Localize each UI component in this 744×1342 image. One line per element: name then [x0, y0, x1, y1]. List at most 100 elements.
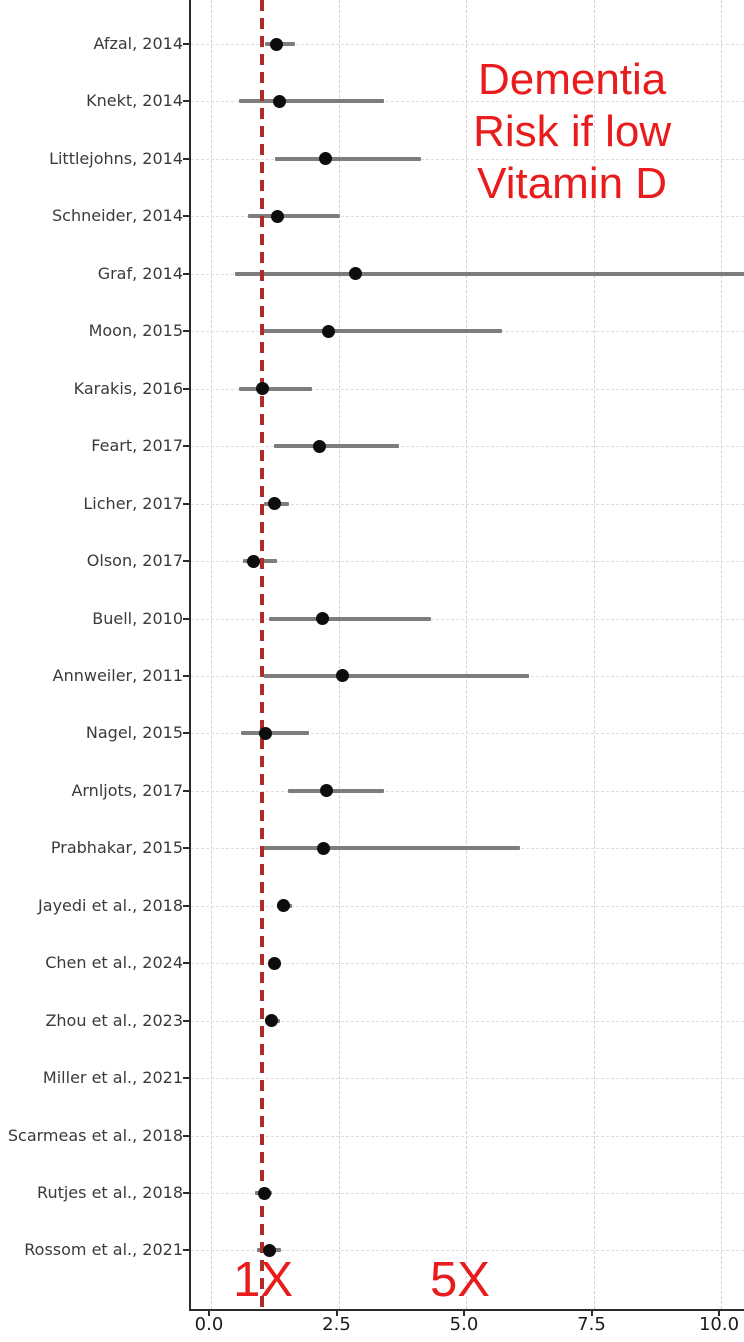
row-gridline — [191, 1078, 744, 1080]
x-gridline — [721, 0, 722, 1309]
y-tick-mark — [183, 732, 190, 735]
study-label: Rossom et al., 2021 — [24, 1240, 183, 1260]
y-tick-mark — [183, 789, 190, 792]
data-point — [316, 841, 330, 855]
row-gridline — [191, 158, 744, 160]
data-point — [315, 612, 329, 625]
data-point — [320, 784, 334, 798]
study-label: Zhou et al., 2023 — [45, 1010, 183, 1030]
study-label: Feart, 2017 — [91, 436, 183, 456]
axis-multiplier-mark: 5X — [429, 1253, 490, 1307]
chart-title-line: Vitamin D — [477, 159, 668, 208]
study-label: Olson, 2017 — [86, 551, 183, 571]
confidence-interval — [239, 386, 312, 391]
data-point — [335, 669, 349, 683]
row-gridline — [191, 503, 744, 505]
data-point — [349, 267, 363, 281]
row-gridline — [191, 1193, 744, 1194]
study-label: Littlejohns, 2014 — [49, 148, 183, 168]
y-tick-mark — [183, 157, 190, 160]
row-gridline — [191, 44, 744, 45]
x-tick-label: 2.5 — [322, 1314, 351, 1335]
row-gridline — [191, 1020, 744, 1022]
x-tick-mark — [335, 1309, 338, 1316]
y-tick-mark — [183, 904, 190, 907]
study-label: Nagel, 2015 — [85, 723, 183, 743]
study-label: Rutjes et al., 2018 — [37, 1183, 183, 1202]
confidence-interval — [262, 329, 503, 334]
confidence-interval — [274, 444, 400, 449]
confidence-interval — [264, 673, 530, 678]
data-point — [271, 209, 285, 223]
y-tick-mark — [183, 272, 190, 275]
data-point — [312, 439, 326, 453]
x-gridline — [211, 0, 212, 1309]
row-gridline — [191, 1135, 744, 1137]
y-tick-mark — [183, 502, 190, 505]
row-gridline — [191, 446, 744, 448]
data-point — [268, 956, 282, 970]
x-gridline — [466, 0, 467, 1309]
data-point — [321, 324, 335, 338]
study-label: Karakis, 2016 — [73, 378, 183, 398]
confidence-interval — [239, 99, 385, 104]
study-label: Prabhakar, 2015 — [50, 838, 183, 858]
confidence-interval — [263, 846, 521, 851]
y-tick-mark — [183, 962, 190, 965]
study-label: Chen et al., 2024 — [45, 953, 183, 973]
confidence-interval — [274, 156, 422, 161]
y-tick-mark — [183, 330, 190, 333]
y-tick-mark — [183, 387, 190, 390]
row-gridline — [191, 1250, 744, 1252]
study-label: Miller et al., 2021 — [42, 1068, 183, 1088]
confidence-interval — [241, 731, 309, 736]
row-gridline — [191, 905, 744, 907]
confidence-interval — [269, 616, 431, 621]
row-gridline — [191, 216, 744, 218]
confidence-interval — [248, 214, 341, 219]
y-tick-mark — [183, 847, 190, 850]
data-point — [277, 899, 291, 913]
y-tick-mark — [183, 674, 190, 677]
study-label: Knekt, 2014 — [86, 91, 183, 111]
study-label: Buell, 2010 — [92, 608, 183, 628]
plot-area — [189, 0, 744, 1311]
confidence-interval — [234, 271, 744, 276]
data-point — [247, 554, 261, 568]
row-gridline — [191, 388, 744, 390]
y-tick-mark — [183, 1249, 190, 1252]
data-point — [267, 497, 281, 511]
y-tick-mark — [183, 445, 190, 448]
axis-multiplier-mark: 1X — [233, 1253, 294, 1307]
study-label: Moon, 2015 — [88, 321, 183, 341]
x-tick-label: 10.0 — [698, 1314, 740, 1335]
study-label: Jayedi et al., 2018 — [38, 895, 183, 915]
study-label: Annweiler, 2011 — [52, 665, 183, 685]
chart-title-line: Dementia — [477, 55, 667, 104]
study-label: Schneider, 2014 — [52, 206, 183, 226]
data-point — [262, 1243, 276, 1257]
study-label: Graf, 2014 — [97, 263, 183, 283]
x-gridline — [593, 0, 595, 1309]
data-point — [258, 726, 272, 740]
y-tick-mark — [183, 100, 190, 103]
study-label: Scarmeas et al., 2018 — [7, 1125, 183, 1145]
x-tick-mark — [208, 1309, 210, 1316]
y-tick-mark — [183, 1077, 190, 1080]
chart-title-line: Risk if low — [473, 107, 672, 156]
confidence-interval — [288, 788, 384, 793]
x-tick-mark — [463, 1309, 465, 1316]
y-tick-mark — [183, 215, 190, 218]
data-point — [255, 382, 269, 396]
study-label: Arnljots, 2017 — [71, 780, 183, 800]
y-tick-mark — [183, 1019, 190, 1022]
data-point — [269, 37, 283, 51]
x-gridline — [338, 0, 340, 1309]
row-gridline — [191, 618, 744, 620]
row-gridline — [191, 790, 744, 792]
y-tick-mark — [183, 617, 190, 620]
y-tick-mark — [183, 1134, 190, 1137]
y-tick-mark — [183, 560, 190, 563]
data-point — [257, 1186, 271, 1200]
